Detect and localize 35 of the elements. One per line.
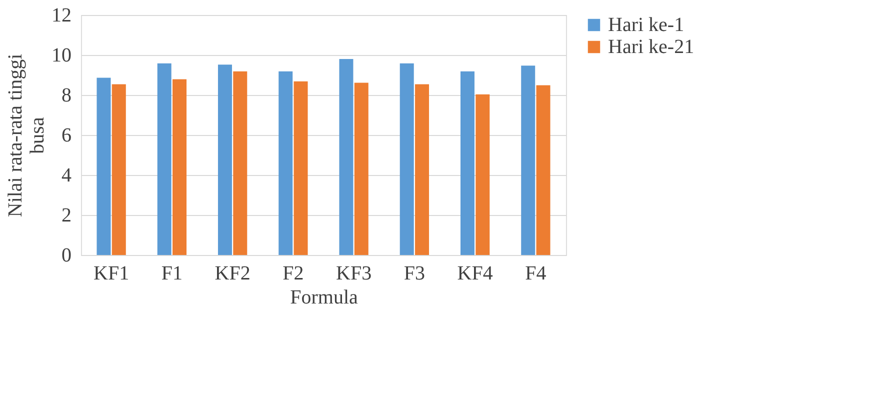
bar xyxy=(233,71,248,255)
x-tick-label: KF4 xyxy=(457,262,493,284)
bar xyxy=(218,64,232,255)
y-tick-label: 6 xyxy=(62,124,72,146)
bar xyxy=(354,82,368,255)
bar xyxy=(400,63,414,255)
y-axis-title: Nilai rata-rata tinggi busa xyxy=(4,53,48,218)
bar xyxy=(112,84,126,255)
bar xyxy=(339,59,354,255)
y-tick-label: 0 xyxy=(62,244,72,266)
y-tick-label: 2 xyxy=(62,204,72,226)
legend-label: Hari ke-1 xyxy=(608,14,684,36)
y-tick-label: 4 xyxy=(62,164,72,186)
x-tick-label: F4 xyxy=(525,262,546,284)
y-tick-label: 12 xyxy=(52,4,72,26)
bar xyxy=(536,85,550,255)
bar xyxy=(460,71,474,255)
x-tick-label: KF1 xyxy=(94,262,130,284)
bar xyxy=(96,78,111,255)
bar xyxy=(294,81,308,255)
bar xyxy=(157,63,172,255)
bar xyxy=(521,66,536,255)
legend-label: Hari ke-21 xyxy=(608,36,694,58)
bar xyxy=(172,79,187,255)
x-tick-label: F2 xyxy=(282,262,304,284)
bar xyxy=(278,71,293,255)
x-axis-title: Formula xyxy=(290,286,358,308)
x-tick-label: KF3 xyxy=(336,262,372,284)
bar xyxy=(415,84,430,255)
y-tick-label: 10 xyxy=(52,44,72,66)
y-tick-label: 8 xyxy=(62,84,72,106)
x-tick-label: KF2 xyxy=(214,262,250,284)
bar xyxy=(476,94,490,255)
x-tick-label: F1 xyxy=(161,262,182,284)
x-tick-label: F3 xyxy=(404,262,425,284)
